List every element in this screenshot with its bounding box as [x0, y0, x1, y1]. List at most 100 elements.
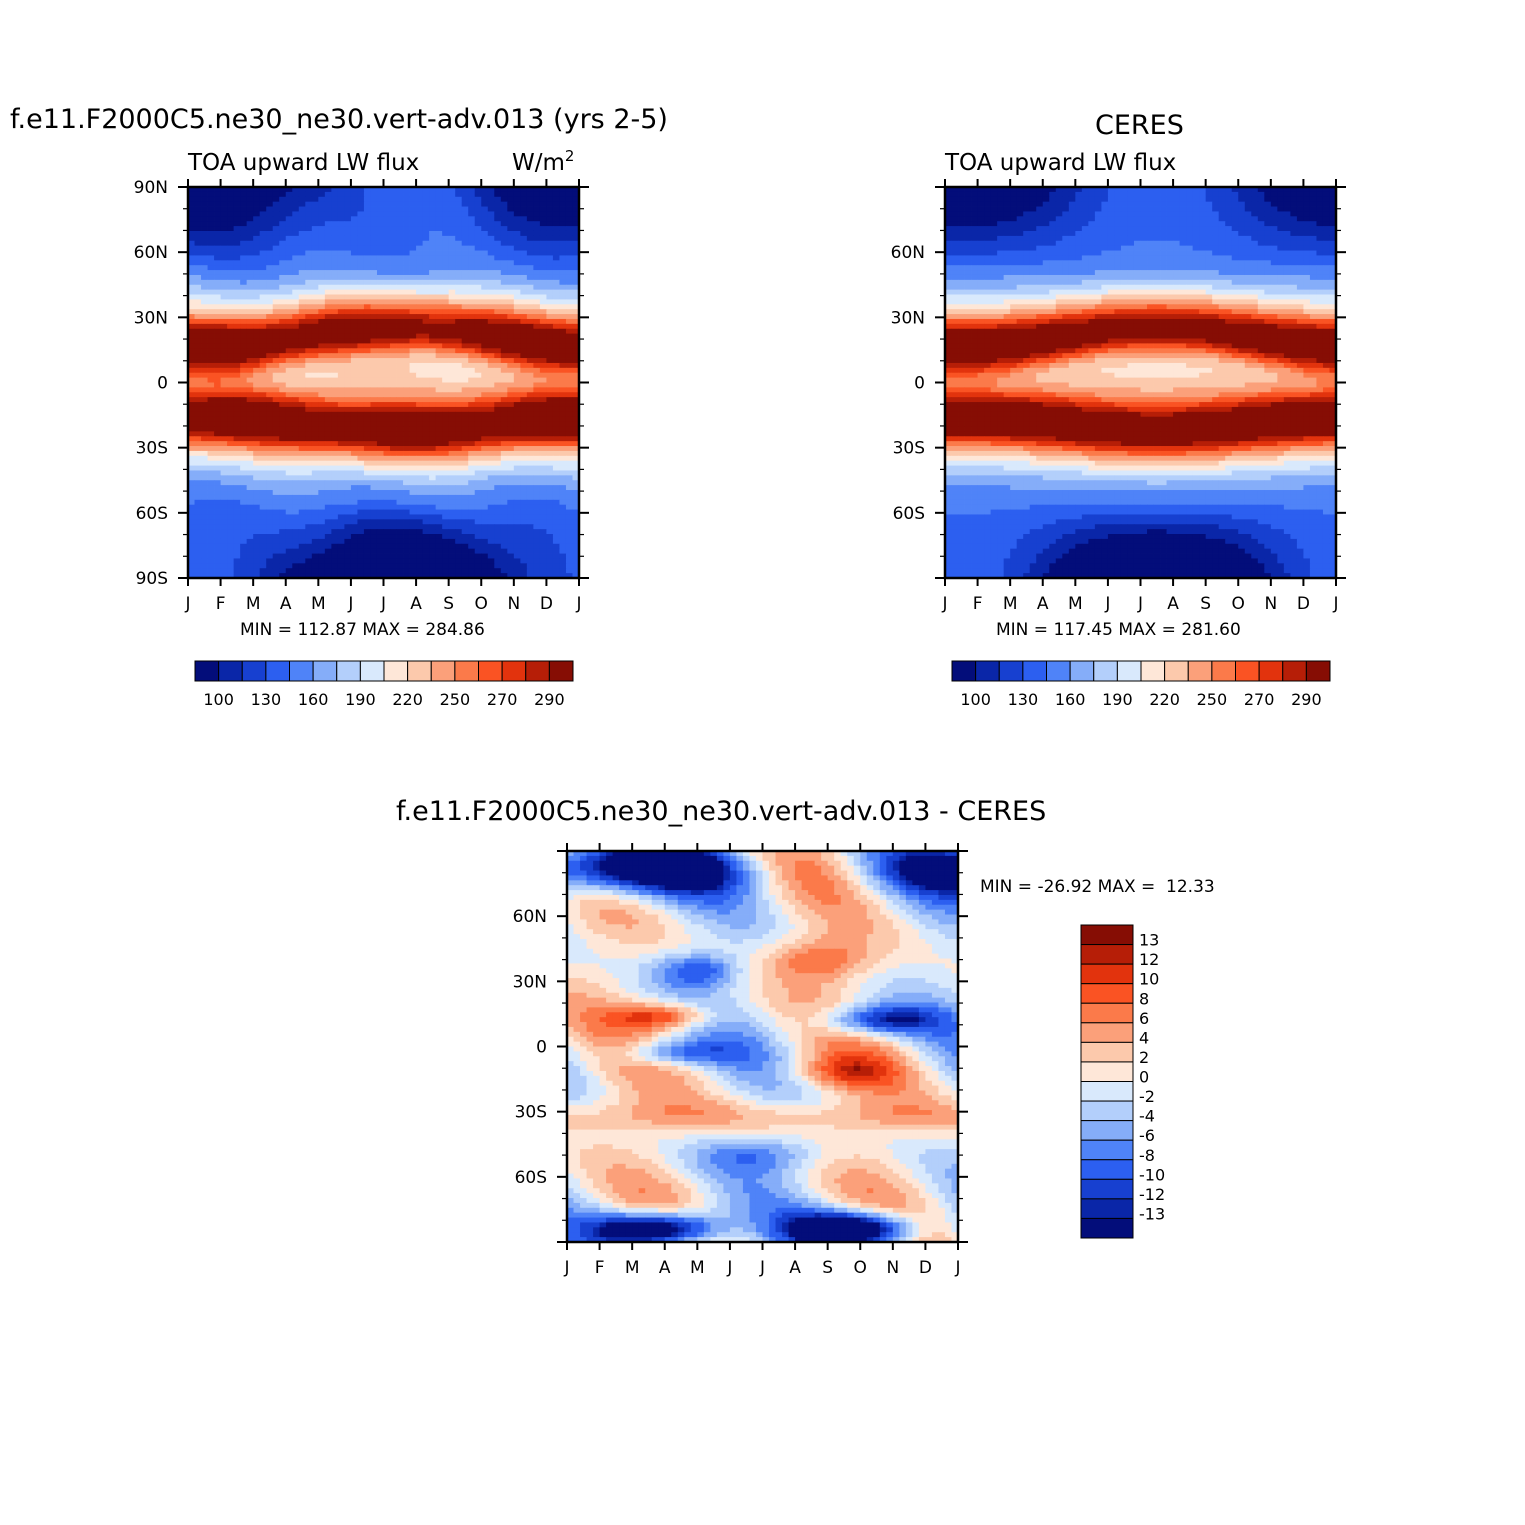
heatmap-cell — [390, 338, 397, 344]
heatmap-cell — [363, 397, 371, 403]
heatmap-cell — [533, 299, 541, 305]
heatmap-cell — [422, 485, 430, 491]
heatmap-cell — [403, 441, 410, 447]
heatmap-cell — [220, 323, 228, 330]
heatmap-cell — [455, 553, 463, 559]
heatmap-cell — [337, 490, 345, 496]
heatmap-cell — [363, 274, 371, 281]
heatmap-cell — [337, 226, 345, 232]
heatmap-cell — [416, 206, 423, 212]
heatmap-cell — [311, 367, 319, 374]
heatmap-cell — [409, 309, 417, 315]
heatmap-cell — [409, 265, 417, 271]
heatmap-cell — [481, 265, 489, 271]
heatmap-cell — [565, 470, 573, 476]
heatmap-cell — [194, 465, 202, 471]
heatmap-cell — [422, 392, 430, 398]
heatmap-cell — [324, 543, 332, 550]
heatmap-cell — [500, 573, 508, 579]
heatmap-cell — [344, 187, 352, 193]
heatmap-cell — [526, 485, 534, 491]
heatmap-cell — [305, 230, 313, 237]
heatmap-cell — [494, 485, 502, 491]
heatmap-cell — [474, 568, 482, 574]
heatmap-cell — [507, 573, 515, 579]
heatmap-cell — [552, 553, 560, 559]
heatmap-cell — [233, 367, 241, 374]
heatmap-cell — [318, 201, 326, 207]
heatmap-cell — [539, 230, 547, 237]
heatmap-cell — [507, 279, 515, 286]
heatmap-cell — [500, 455, 508, 462]
heatmap-cell — [305, 260, 313, 266]
heatmap-cell — [422, 216, 430, 222]
heatmap-cell — [396, 465, 404, 471]
heatmap-cell — [311, 358, 319, 364]
heatmap-cell — [350, 441, 358, 447]
heatmap-cell — [370, 226, 378, 232]
heatmap-cell — [207, 191, 215, 198]
heatmap-cell — [344, 504, 352, 510]
heatmap-cell — [513, 392, 521, 398]
heatmap-cell — [201, 240, 208, 247]
heatmap-cell — [494, 270, 502, 276]
heatmap-cell — [461, 431, 469, 437]
heatmap-cell — [513, 299, 521, 305]
heatmap-cell — [207, 514, 215, 520]
heatmap-cell — [188, 367, 195, 374]
heatmap-cell — [416, 196, 423, 203]
heatmap-cell — [984, 191, 992, 198]
heatmap-cell — [363, 284, 371, 291]
heatmap-cell — [188, 436, 195, 442]
heatmap-cell — [331, 465, 339, 471]
heatmap-cell — [279, 206, 287, 212]
heatmap-cell — [344, 338, 352, 344]
heatmap-cell — [572, 309, 580, 315]
heatmap-cell — [207, 216, 215, 222]
heatmap-cell — [201, 230, 208, 237]
heatmap-cell — [539, 250, 547, 256]
heatmap-cell — [233, 568, 241, 574]
heatmap-cell — [429, 235, 437, 242]
heatmap-cell — [448, 289, 456, 295]
heatmap-cell — [279, 240, 287, 247]
heatmap-cell — [207, 509, 215, 515]
heatmap-cell — [253, 358, 261, 364]
heatmap-cell — [376, 446, 384, 452]
heatmap-cell — [546, 568, 554, 574]
heatmap-cell — [520, 470, 528, 476]
heatmap-cell — [396, 353, 404, 359]
heatmap-cell — [383, 397, 391, 403]
heatmap-cell — [370, 441, 378, 447]
heatmap-cell — [253, 309, 261, 315]
heatmap-cell — [279, 509, 287, 515]
heatmap-cell — [481, 270, 489, 276]
heatmap-cell — [259, 348, 267, 354]
heatmap-cell — [533, 543, 541, 550]
heatmap-cell — [357, 460, 365, 466]
heatmap-cell — [233, 284, 241, 291]
heatmap-cell — [507, 436, 515, 442]
heatmap-cell — [403, 309, 410, 315]
heatmap-cell — [285, 485, 293, 491]
heatmap-cell — [311, 279, 319, 286]
heatmap-cell — [507, 304, 515, 310]
heatmap-cell — [324, 318, 332, 325]
heatmap-cell — [507, 480, 515, 486]
heatmap-cell — [533, 255, 541, 261]
heatmap-cell — [298, 568, 306, 574]
heatmap-cell — [513, 470, 521, 476]
heatmap-cell — [409, 460, 417, 466]
heatmap-cell — [266, 524, 274, 530]
heatmap-cell — [390, 318, 397, 325]
heatmap-cell — [201, 563, 208, 569]
heatmap-cell — [442, 406, 450, 413]
heatmap-cell — [1147, 187, 1154, 193]
heatmap-cell — [487, 519, 495, 525]
heatmap-cell — [565, 265, 573, 271]
heatmap-cell — [285, 201, 293, 207]
heatmap-cell — [494, 196, 502, 203]
heatmap-cell — [448, 480, 456, 486]
heatmap-cell — [363, 392, 371, 398]
